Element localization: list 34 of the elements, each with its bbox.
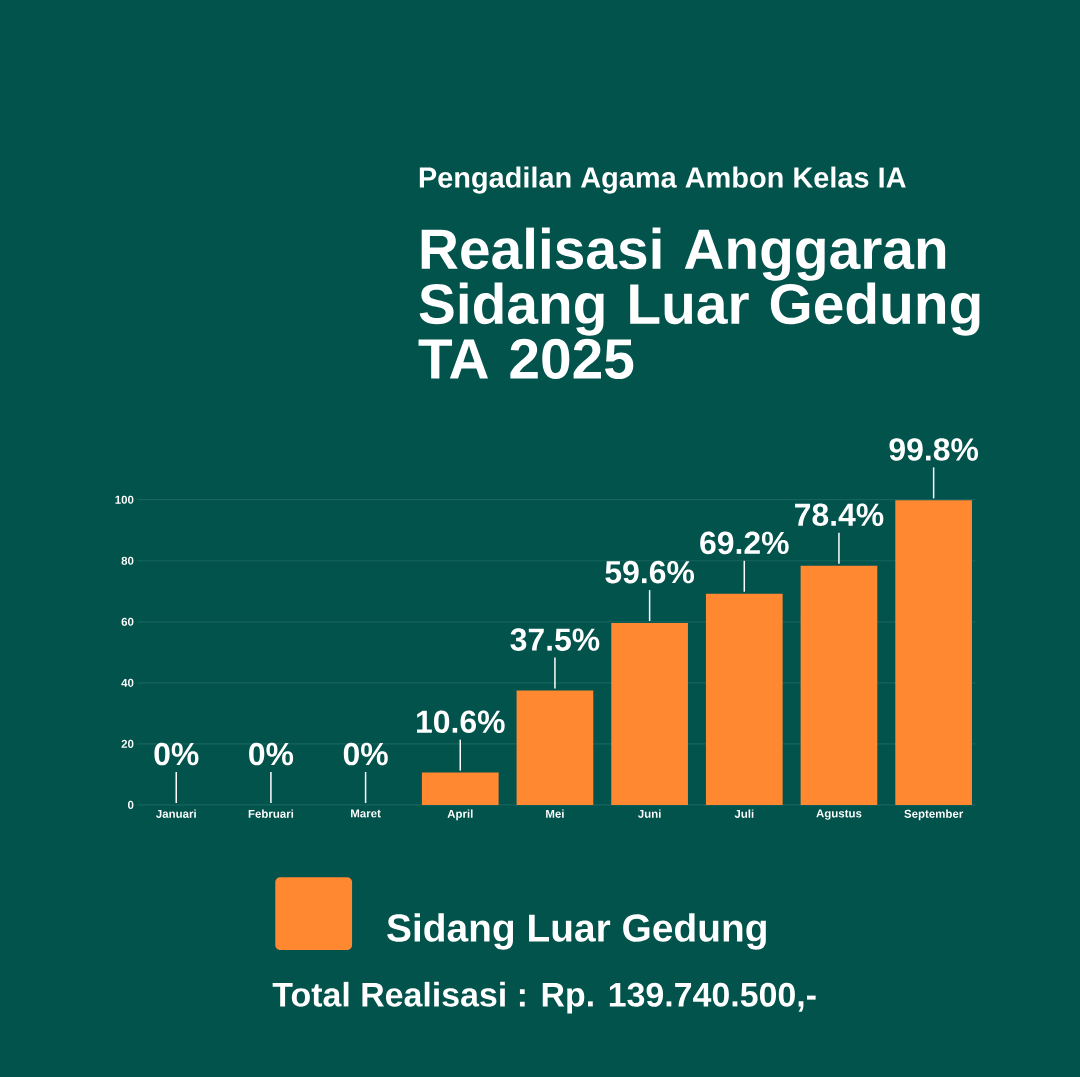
- y-tick-label: 60: [121, 617, 134, 626]
- x-tick-label: Maret: [351, 809, 381, 818]
- data-label: 99.8%: [889, 438, 979, 461]
- y-tick-label: 100: [115, 495, 134, 504]
- bar: [800, 565, 878, 805]
- x-tick-label: September: [904, 809, 964, 821]
- bar: [611, 622, 688, 805]
- bar: [516, 690, 594, 805]
- data-label: 0%: [154, 742, 199, 766]
- data-label: 0%: [249, 742, 294, 766]
- bar: [421, 772, 499, 805]
- bar: [895, 500, 972, 805]
- data-label: 78.4%: [795, 503, 884, 526]
- y-tick-label: 0: [127, 800, 134, 809]
- chart-title: Realisasi Anggaran Sidang Luar Gedung TA 2025: [418, 227, 980, 379]
- x-tick-label: Juli: [734, 809, 754, 818]
- data-label: 37.5%: [510, 628, 600, 651]
- data-label: 10.6%: [417, 710, 505, 733]
- x-tick-label: Mei: [546, 809, 564, 818]
- data-label: 59.6%: [605, 560, 694, 584]
- bar: [705, 593, 783, 805]
- y-tick-label: 80: [121, 556, 134, 565]
- y-tick-label: 20: [121, 739, 134, 748]
- x-tick-label: April: [447, 809, 473, 821]
- x-tick-label: Juni: [637, 809, 661, 818]
- x-tick-label: Januari: [156, 809, 196, 818]
- chart-subtitle: Pengadilan Agama Ambon Kelas IA: [419, 166, 906, 194]
- data-label: 69.2%: [700, 531, 789, 555]
- x-tick-label: Februari: [248, 809, 294, 818]
- data-label: 0%: [343, 742, 388, 766]
- text: Total Realisasi : Rp. 139.740.500,-: [272, 981, 816, 1014]
- x-tick-label: Agustus: [816, 809, 862, 820]
- legend-label: Sidang Luar Gedung: [387, 913, 766, 950]
- y-tick-label: 40: [121, 678, 134, 687]
